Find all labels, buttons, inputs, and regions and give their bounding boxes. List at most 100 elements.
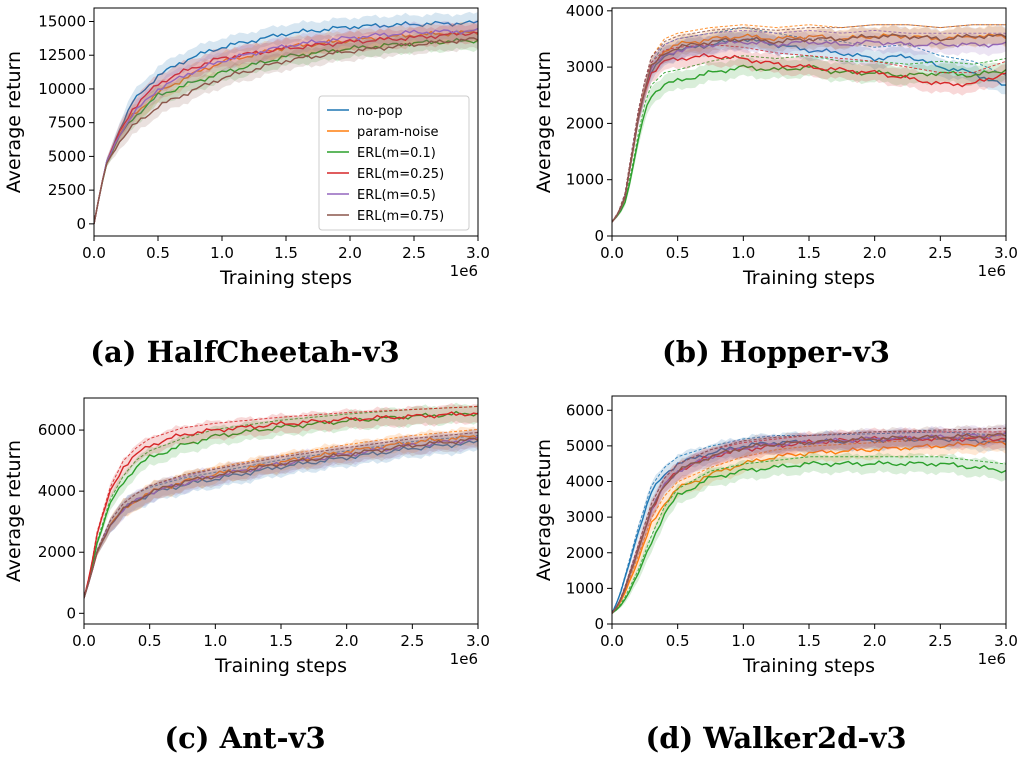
y-tick-label: 4000 [38, 482, 76, 500]
y-tick-label: 2000 [38, 543, 76, 561]
x-axis-label: Training steps [214, 655, 347, 677]
y-tick-label: 3000 [566, 508, 604, 526]
series-band-no-pop [94, 11, 478, 224]
x-tick-label: 2.0 [338, 244, 362, 262]
x-tick-label: 0.5 [138, 632, 162, 650]
series-dashed-ERL(m=0.25) [84, 406, 478, 599]
series-dashed-ERL(m=0.1) [612, 55, 1006, 223]
x-tick-label: 1.0 [731, 244, 755, 262]
x-axis-label: Training steps [219, 267, 352, 289]
series-dashed-param-noise [612, 435, 1006, 614]
panel-caption: (b) Hopper-v3 [662, 335, 890, 369]
y-tick-label: 2000 [566, 544, 604, 562]
x-offset-label: 1e6 [450, 650, 478, 668]
x-tick-label: 0.0 [600, 632, 624, 650]
series-band-ERL(m=0.75) [94, 28, 478, 224]
series-dashed-ERL(m=0.75) [612, 427, 1006, 614]
x-tick-label: 3.0 [466, 244, 490, 262]
legend-label: param-noise [357, 125, 438, 140]
series-band-ERL(m=0.75) [84, 429, 478, 598]
series-line-no-pop [94, 20, 478, 225]
chart-panel-4: 0.0 0.5 1.0 1.5 2.0 2.5 3.0 0 1000 2000 3000 4000 50… [533, 395, 1018, 755]
x-tick-label: 2.0 [335, 632, 359, 650]
x-axis-label: Training steps [742, 655, 875, 677]
y-axis-label: Average return [3, 51, 25, 193]
legend-label: ERL(m=0.1) [357, 146, 436, 161]
y-axis-label: Average return [3, 440, 25, 582]
x-tick-label: 0.0 [72, 632, 96, 650]
x-tick-label: 1.5 [274, 244, 298, 262]
y-tick-label: 1000 [566, 579, 604, 597]
series-line-ERL(m=0.5) [94, 27, 478, 225]
series-dashed-param-noise [612, 24, 1006, 223]
x-tick-label: 2.5 [928, 244, 952, 262]
series-line-ERL(m=0.75) [612, 432, 1006, 614]
series-band-param-noise [94, 21, 478, 224]
series-dashed-ERL(m=0.75) [84, 431, 478, 599]
plot-area [94, 11, 478, 225]
legend-box [318, 95, 470, 231]
y-tick-label: 2500 [48, 181, 86, 199]
x-tick-label: 0.5 [666, 244, 690, 262]
series-line-ERL(m=0.5) [612, 432, 1006, 614]
legend-item: param-noise [327, 125, 438, 140]
plot-area [84, 402, 478, 599]
series-line-ERL(m=0.5) [84, 436, 478, 599]
x-offset-label: 1e6 [450, 262, 478, 280]
x-tick-label: 3.0 [994, 244, 1018, 262]
series-dashed-ERL(m=0.1) [84, 406, 478, 599]
plot-area [612, 423, 1006, 614]
series-band-ERL(m=0.5) [94, 19, 478, 224]
series-band-ERL(m=0.1) [94, 29, 478, 224]
y-tick-label: 0 [594, 227, 604, 245]
series-dashed-ERL(m=0.1) [612, 456, 1006, 614]
series-line-ERL(m=0.75) [84, 437, 478, 599]
series-line-ERL(m=0.25) [94, 31, 478, 225]
series-line-ERL(m=0.25) [612, 52, 1006, 223]
x-tick-label: 2.0 [863, 244, 887, 262]
legend-label: ERL(m=0.25) [357, 167, 444, 182]
x-tick-label: 2.5 [402, 244, 426, 262]
x-tick-label: 2.0 [863, 632, 887, 650]
series-band-ERL(m=0.5) [612, 31, 1006, 222]
series-band-ERL(m=0.5) [84, 427, 478, 598]
x-tick-label: 1.0 [210, 244, 234, 262]
x-tick-label: 0.5 [146, 244, 170, 262]
legend-label: ERL(m=0.5) [357, 188, 436, 203]
y-tick-label: 6000 [38, 421, 76, 439]
series-band-ERL(m=0.1) [84, 402, 478, 598]
x-tick-label: 1.0 [731, 632, 755, 650]
x-tick-label: 2.5 [400, 632, 424, 650]
y-tick-label: 4000 [566, 2, 604, 20]
x-tick-label: 1.5 [269, 632, 293, 650]
plot-area [612, 24, 1006, 223]
y-axis-label: Average return [533, 51, 555, 193]
y-tick-label: 3000 [566, 58, 604, 76]
x-tick-label: 1.5 [797, 632, 821, 650]
y-tick-label: 0 [66, 604, 76, 622]
x-tick-label: 1.0 [203, 632, 227, 650]
series-dashed-ERL(m=0.75) [612, 24, 1006, 223]
series-line-ERL(m=0.1) [612, 460, 1006, 614]
series-line-ERL(m=0.75) [612, 33, 1006, 223]
y-tick-label: 4000 [566, 473, 604, 491]
x-tick-label: 2.5 [928, 632, 952, 650]
y-tick-label: 0 [594, 615, 604, 633]
legend-item: ERL(m=0.25) [327, 167, 444, 182]
x-tick-label: 3.0 [466, 632, 490, 650]
series-dashed-no-pop [612, 431, 1006, 614]
y-tick-label: 0 [76, 215, 86, 233]
x-tick-label: 0.0 [82, 244, 106, 262]
x-tick-label: 1.5 [797, 244, 821, 262]
x-offset-label: 1e6 [978, 262, 1006, 280]
legend-item: no-pop [327, 104, 403, 119]
y-tick-label: 6000 [566, 401, 604, 419]
series-band-ERL(m=0.25) [612, 427, 1006, 614]
legend-label: ERL(m=0.75) [357, 209, 444, 224]
legend-item: ERL(m=0.75) [327, 209, 444, 224]
series-dashed-ERL(m=0.5) [612, 29, 1006, 223]
legend-item: ERL(m=0.5) [327, 188, 436, 203]
series-line-ERL(m=0.75) [94, 37, 478, 225]
panel-caption: (c) Ant-v3 [164, 721, 325, 755]
